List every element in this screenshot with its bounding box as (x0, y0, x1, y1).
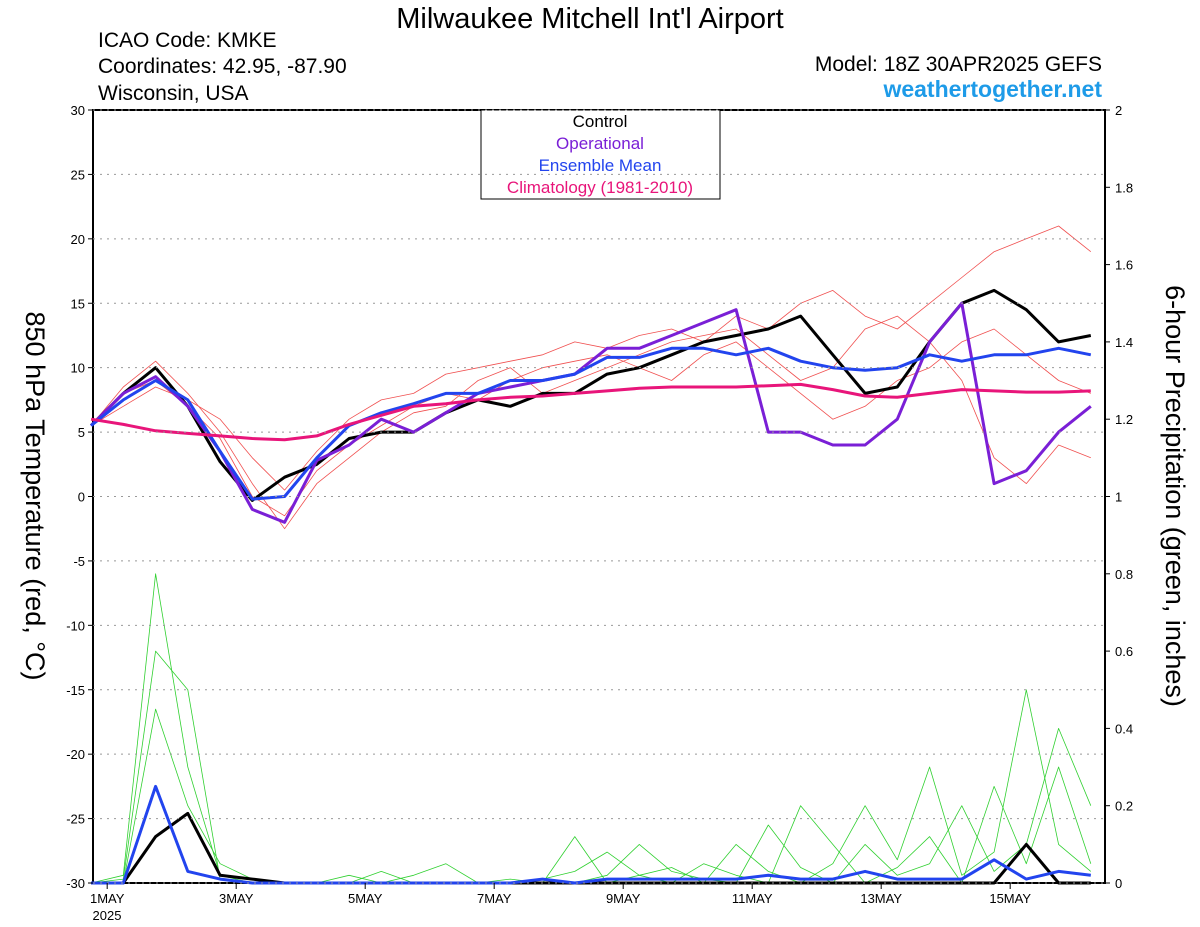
temperature-line (90, 346, 1092, 501)
legend-entry: Ensemble Mean (539, 156, 662, 175)
y2-tick-label: 1.2 (1115, 412, 1133, 427)
x-year: 2025 (93, 908, 122, 923)
x-tick-label: 3MAY (219, 891, 254, 906)
y-tick-label: -5 (73, 554, 85, 569)
x-tick-label: 5MAY (348, 891, 383, 906)
y-tick-label: 25 (71, 167, 85, 182)
y2-tick-label: 0.8 (1115, 567, 1133, 582)
temperature-line (90, 301, 1092, 524)
temperature-line (90, 288, 1092, 502)
x-tick-label: 13MAY (860, 891, 902, 906)
y-tick-label: 20 (71, 232, 85, 247)
legend-entry: Climatology (1981-2010) (507, 178, 693, 197)
y-axis-label: 850 hPa Temperature (red, °C) (20, 312, 50, 681)
y2-tick-label: 1.8 (1115, 180, 1133, 195)
y2-tick-label: 1.6 (1115, 258, 1133, 273)
y-tick-label: 5 (78, 425, 85, 440)
legend-entry: Control (573, 112, 628, 131)
precip-member-line (91, 650, 1092, 884)
temperature-line (90, 382, 1091, 442)
y-tick-label: 15 (71, 296, 85, 311)
y-tick-label: 0 (78, 490, 85, 505)
precip-line (91, 811, 1091, 885)
site: weathertogether.net (882, 76, 1102, 102)
x-tick-label: 15MAY (989, 891, 1031, 906)
x-tick-label: 11MAY (732, 891, 773, 906)
y-tick-label: -25 (66, 812, 85, 827)
temperature-member-line (90, 315, 1091, 530)
y-tick-label: 30 (71, 103, 85, 118)
y-tick-label: -30 (66, 876, 85, 891)
chart-title: Milwaukee Mitchell Int'l Airport (396, 3, 784, 35)
y-tick-label: -20 (66, 747, 85, 762)
y2-tick-label: 2 (1115, 103, 1122, 118)
y2-tick-label: 0.4 (1115, 721, 1133, 736)
y-tick-label: -10 (66, 618, 85, 633)
y2-tick-label: 1 (1115, 490, 1122, 505)
icao: ICAO Code: KMKE (98, 29, 277, 52)
precip-member-line (91, 708, 1092, 884)
y2-axis-label: 6-hour Precipitation (green, inches) (1160, 285, 1190, 707)
x-tick-label: 1MAY (90, 891, 125, 906)
y2-tick-label: 0 (1115, 876, 1122, 891)
y-tick-label: -15 (66, 683, 85, 698)
legend-box (480, 109, 721, 200)
y2-tick-label: 0.6 (1115, 644, 1133, 659)
legend-entry: Operational (556, 134, 644, 153)
x-tick-label: 9MAY (606, 891, 641, 906)
y2-tick-label: 1.4 (1115, 335, 1133, 350)
y-tick-label: 10 (71, 361, 85, 376)
temperature-member-line (90, 225, 1092, 491)
coordinates: Coordinates: 42.95, -87.90 (98, 55, 347, 78)
model: Model: 18Z 30APR2025 GEFS (815, 53, 1102, 76)
precip-member-line (91, 573, 1092, 884)
state: Wisconsin, USA (98, 82, 249, 105)
x-tick-label: 7MAY (477, 891, 512, 906)
y2-tick-label: 0.2 (1115, 799, 1133, 814)
precip-line (91, 784, 1091, 885)
